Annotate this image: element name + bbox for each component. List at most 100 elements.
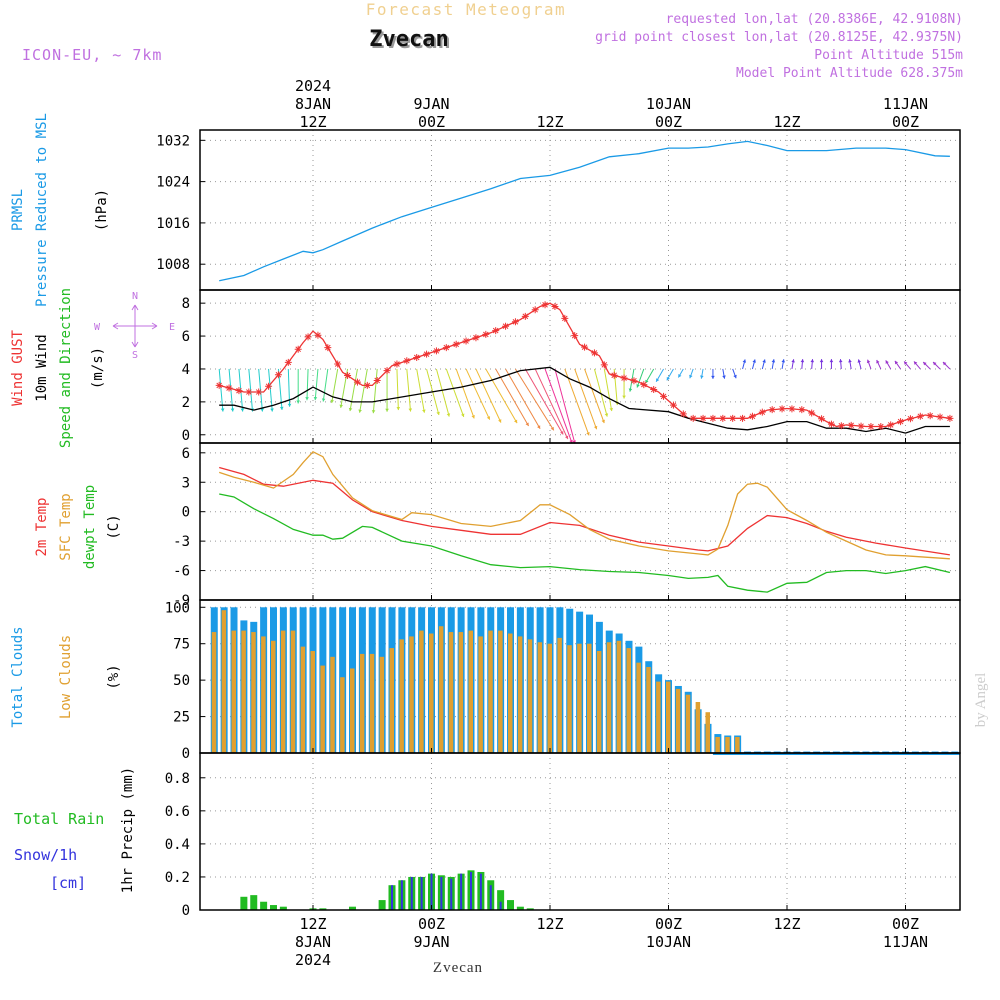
gust-marker	[758, 408, 766, 416]
gust-marker	[442, 344, 450, 352]
wind-arrow-head	[287, 403, 292, 407]
rain-bar	[270, 905, 277, 910]
low-cloud-bar	[527, 639, 533, 753]
wind-arrow	[544, 368, 573, 444]
low-cloud-bar	[261, 636, 266, 753]
clouds-axis-label: Low Clouds	[58, 635, 74, 719]
wind-arrow-head	[305, 397, 309, 401]
time-label-top: 00Z	[892, 113, 919, 131]
wind-arrow	[584, 368, 605, 424]
series-wind-gust	[219, 302, 950, 428]
ytick-label: 100	[165, 600, 190, 616]
low-cloud-bar	[221, 610, 227, 753]
wind-arrow-head	[240, 408, 245, 412]
gust-marker	[867, 423, 875, 431]
wind-arrow	[455, 368, 475, 419]
time-label-bottom: 2024	[295, 951, 331, 969]
model-name: ICON-EU, ~ 7km	[22, 46, 162, 64]
ytick-label: 0.8	[165, 771, 190, 787]
wind-arrow	[636, 368, 645, 388]
wind-arrow-head	[537, 425, 541, 429]
precip-unit-label: [cm]	[50, 874, 86, 892]
gust-marker	[452, 340, 460, 348]
ytick-label: -9	[173, 593, 190, 609]
wind-arrow	[445, 368, 465, 418]
gust-marker	[423, 350, 431, 358]
low-cloud-bar	[369, 653, 375, 753]
gust-marker	[600, 361, 608, 369]
ytick-label: 8	[182, 296, 190, 312]
ytick-label: 1016	[156, 216, 190, 232]
wind-arrow	[322, 368, 329, 402]
wind-arrow-head	[586, 432, 590, 436]
time-label-bottom: 11JAN	[883, 933, 928, 951]
wind-arrow-head	[609, 407, 613, 412]
gust-marker	[492, 327, 500, 335]
wind-arrow-head	[700, 375, 704, 379]
low-cloud-bar	[251, 632, 256, 753]
low-cloud-bar	[685, 694, 691, 753]
low-cloud-bar	[656, 681, 661, 753]
gust-marker	[748, 412, 756, 420]
low-cloud-bar	[498, 630, 503, 753]
compass-s: S	[132, 350, 138, 361]
model-point-altitude: Model Point Altitude 628.375m	[736, 66, 963, 81]
gust-marker	[284, 358, 292, 366]
wind-arrow-head	[296, 400, 300, 404]
ytick-label: 3	[182, 475, 190, 491]
clouds-axis-label: (%)	[106, 664, 122, 689]
compass-n: N	[132, 291, 138, 302]
low-cloud-bar	[587, 643, 592, 753]
low-cloud-bar	[429, 633, 434, 753]
wind-arrow	[287, 368, 291, 407]
wind-arrow	[505, 368, 541, 430]
temp-axis-label: dewpt Temp	[82, 485, 98, 569]
gust-marker	[827, 420, 835, 428]
low-cloud-bar	[666, 681, 671, 753]
gust-marker	[906, 415, 914, 423]
gust-marker	[808, 409, 816, 417]
pressure-axis-label: Pressure Reduced to MSL	[34, 113, 50, 307]
wind-arrow	[574, 368, 598, 430]
low-cloud-bar	[389, 648, 394, 753]
gust-marker	[304, 333, 312, 341]
wind-arrow	[524, 368, 564, 435]
wind-arrow-head	[313, 396, 318, 401]
rain-bar	[507, 900, 514, 910]
gust-marker	[255, 388, 263, 396]
watermark: by Angel	[973, 673, 989, 728]
wind-arrow-head	[330, 399, 334, 403]
gust-marker	[719, 414, 727, 422]
wind-arrow-head	[604, 413, 609, 417]
wind-arrow	[306, 368, 309, 401]
gust-marker	[324, 344, 332, 352]
temp-axis-label: 2m Temp	[34, 497, 50, 556]
wind-arrow	[564, 368, 590, 436]
gust-marker	[709, 414, 717, 422]
wind-arrow-head	[525, 422, 529, 426]
low-cloud-bar	[330, 656, 335, 753]
ytick-label: 50	[173, 673, 190, 689]
ytick-label: 0.2	[165, 870, 190, 886]
snow-bar	[489, 885, 492, 910]
gust-marker	[778, 405, 786, 413]
snow-bar	[410, 876, 413, 910]
wind-arrow-head	[408, 408, 413, 412]
wind-arrow	[603, 368, 613, 412]
wind-arrow-head	[385, 408, 389, 412]
time-label-bottom: 10JAN	[646, 933, 691, 951]
wind-arrow-head	[220, 408, 225, 412]
ytick-label: 2	[182, 395, 190, 411]
low-cloud-bar	[320, 665, 325, 753]
wind-arrow-head	[762, 359, 766, 363]
wind-arrow-head	[636, 384, 640, 388]
compass-rose: N S W E	[94, 291, 175, 361]
low-cloud-bar	[280, 630, 286, 753]
wind-arrow-head	[593, 425, 598, 430]
wind-arrow	[465, 368, 491, 420]
grid	[200, 130, 960, 911]
wind-arrow	[495, 368, 530, 427]
low-cloud-bar	[409, 636, 414, 753]
gust-marker	[383, 367, 391, 375]
low-cloud-bar	[448, 632, 454, 753]
